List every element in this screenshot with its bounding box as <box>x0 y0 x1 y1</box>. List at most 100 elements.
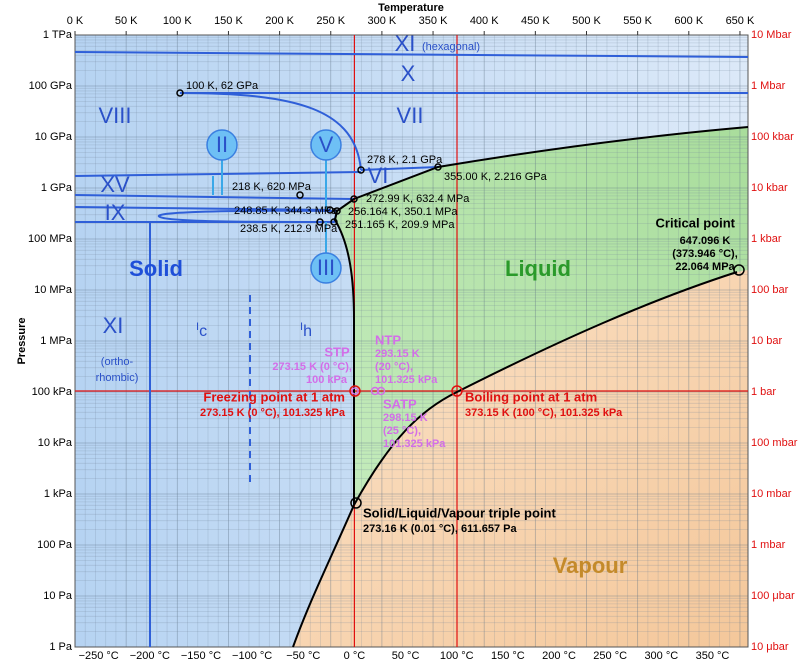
y2-tick-label: 1 mbar <box>751 539 786 551</box>
boundary <box>74 194 355 200</box>
x-tick-label: −250 °C <box>79 650 119 662</box>
y2-tick-label: 100 mbar <box>751 437 798 449</box>
ntp-title: NTP <box>375 332 401 347</box>
y-tick-label: 10 kPa <box>38 437 73 449</box>
axis-title: Pressure <box>16 317 28 364</box>
y2-tick-label: 10 Mbar <box>751 29 792 41</box>
circle <box>310 252 342 284</box>
critical-detail: (373.946 °C), <box>672 248 738 260</box>
y2-tick-label: 10 μbar <box>751 641 789 653</box>
marker <box>434 163 442 171</box>
y2-tick-label: 100 kbar <box>751 131 794 143</box>
tick-labels: 0 K 50 K 100 K 150 K 200 K 250 K 300 K 350 K 400… <box>28 15 798 662</box>
y-tick-label: 10 GPa <box>35 131 73 143</box>
phase-label: XV <box>100 172 130 197</box>
marker <box>376 386 386 396</box>
y-tick-label: 1 TPa <box>43 29 73 41</box>
boiling-detail: 373.15 K (100 °C), 101.325 kPa <box>465 407 623 419</box>
point-label: 256.164 K, 350.1 MPa <box>348 206 458 218</box>
vapour-region <box>293 270 748 647</box>
phase-label: IX <box>105 200 126 225</box>
x-tick-label: 550 K <box>623 15 652 27</box>
x-tick-label: 300 °C <box>644 650 678 662</box>
y2-tick-label: 100 μbar <box>751 590 795 602</box>
y-tick-label: 1 GPa <box>41 182 73 194</box>
circle <box>206 129 238 161</box>
marker <box>330 218 338 226</box>
y2-tick-label: 10 mbar <box>751 488 792 500</box>
point-markers <box>176 89 745 509</box>
point-label: 251.165 K, 209.9 MPa <box>345 219 455 231</box>
phase-label: III <box>317 255 335 280</box>
freezing-title: Freezing point at 1 atm <box>203 389 345 404</box>
x-tick-label: 250 K <box>316 15 345 27</box>
stp-detail: 100 kPa <box>306 374 348 386</box>
x-tick-label: 600 K <box>674 15 703 27</box>
x-tick-label: 400 K <box>470 15 499 27</box>
sublimation-curve <box>292 504 355 648</box>
point-label: 100 K, 62 GPa <box>186 80 259 92</box>
critical-title: Critical point <box>656 215 736 230</box>
marker <box>296 191 304 199</box>
ntp-detail: 101.325 kPa <box>375 374 438 386</box>
x-tick-label: 100 °C <box>440 650 474 662</box>
critical-detail: 22.064 MPa <box>675 261 735 273</box>
x-tick-label: 350 K <box>419 15 448 27</box>
phase-circles <box>206 129 342 284</box>
region-label: Liquid <box>505 256 571 281</box>
boundary <box>74 51 749 58</box>
grid <box>74 35 748 648</box>
x-tick-label: −150 °C <box>181 650 221 662</box>
point-label: 272.99 K, 632.4 MPa <box>366 193 470 205</box>
x-tick-label: 500 K <box>572 15 601 27</box>
point-label: 278 K, 2.1 GPa <box>367 154 443 166</box>
x-tick-label: −50 °C <box>286 650 320 662</box>
phase-label: Ic <box>196 321 207 340</box>
phase-label: V <box>319 132 334 157</box>
liquid-region <box>335 127 748 505</box>
freezing-detail: 273.15 K (0 °C), 101.325 kPa <box>200 407 346 419</box>
satp-detail: 298.15 K <box>383 412 428 424</box>
text: I <box>300 321 303 333</box>
text: h <box>303 323 312 340</box>
ntp-detail: 293.15 K <box>375 348 420 360</box>
phase-label: X <box>401 61 416 86</box>
phase-label: XI <box>395 31 416 56</box>
point-label: 218 K, 620 MPa <box>232 181 312 193</box>
stp-detail: 273.15 K (0 °C), <box>272 361 352 373</box>
marker <box>357 166 365 174</box>
triple-detail: 273.16 K (0.01 °C), 611.657 Pa <box>363 523 517 535</box>
y-tick-label: 1 MPa <box>40 335 73 347</box>
marker <box>176 89 184 97</box>
boundary <box>74 206 331 211</box>
y2-tick-label: 10 kbar <box>751 182 788 194</box>
x-tick-label: 300 K <box>368 15 397 27</box>
x-tick-label: −100 °C <box>232 650 272 662</box>
phase-label: (ortho- <box>101 356 134 368</box>
x-tick-label: 150 °C <box>491 650 525 662</box>
x-tick-label: 0 K <box>67 15 84 27</box>
ntp-detail: (20 °C), <box>375 361 413 373</box>
x-tick-label: 50 K <box>115 15 138 27</box>
vaporization-curve <box>353 271 738 506</box>
region-label: Vapour <box>553 553 628 578</box>
boundary <box>360 166 439 171</box>
y-tick-label: 100 kPa <box>32 386 73 398</box>
x-tick-label: 100 K <box>163 15 192 27</box>
marker <box>316 218 324 226</box>
y2-tick-label: 1 bar <box>751 386 776 398</box>
point-label: 238.5 K, 212.9 MPa <box>240 223 338 235</box>
marker <box>333 207 341 215</box>
y-tick-label: 1 Pa <box>49 641 73 653</box>
marker <box>351 387 359 395</box>
x-tick-label: 200 °C <box>542 650 576 662</box>
text: I <box>196 321 199 333</box>
y-tick-label: 10 MPa <box>34 284 73 296</box>
y-tick-label: 100 GPa <box>29 80 73 92</box>
x-tick-label: −200 °C <box>130 650 170 662</box>
phase-label: VI <box>368 163 389 188</box>
x-tick-label: 0 °C <box>344 650 366 662</box>
x-tick-label: 50 °C <box>392 650 420 662</box>
y-tick-label: 100 Pa <box>37 539 73 551</box>
